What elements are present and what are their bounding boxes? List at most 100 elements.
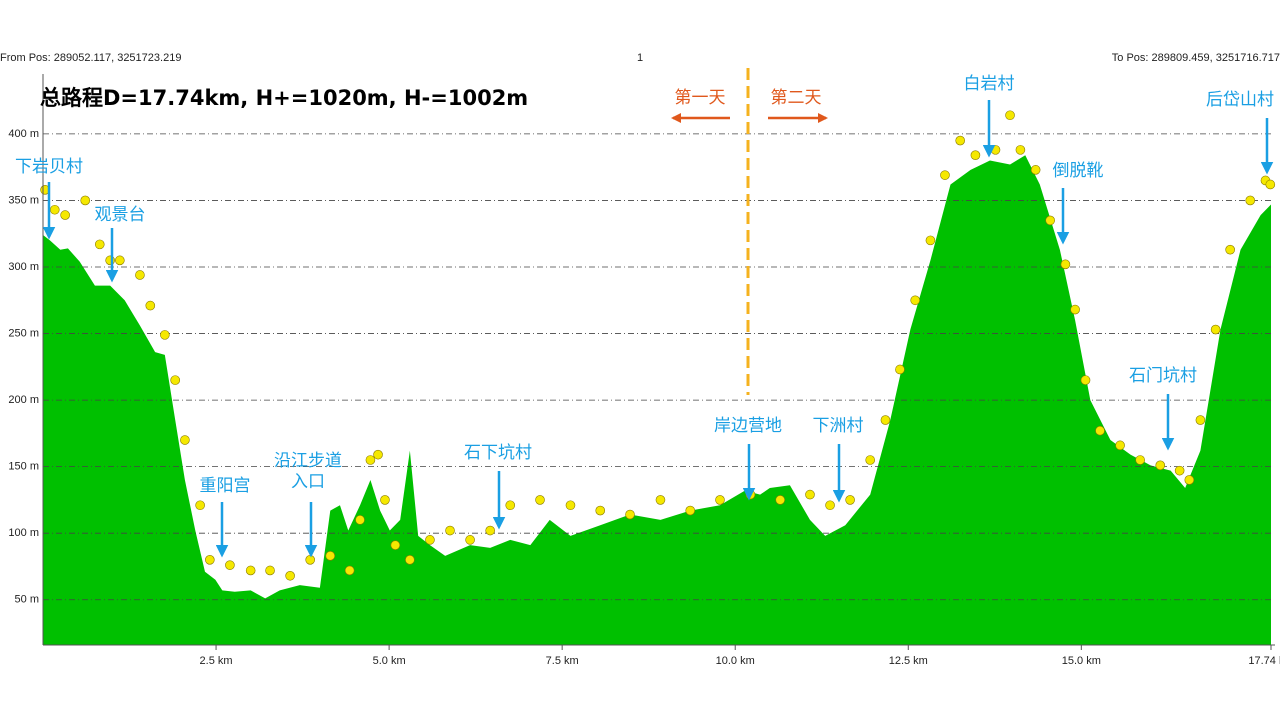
- track-point: [1015, 145, 1026, 155]
- track-point: [245, 565, 256, 576]
- x-tick-label: 2.5 km: [200, 655, 233, 667]
- track-point: [1245, 195, 1256, 206]
- track-point: [305, 555, 315, 565]
- track-point: [1080, 375, 1091, 385]
- track-point: [1030, 165, 1041, 175]
- y-tick-label: 400 m: [8, 128, 39, 140]
- track-point: [845, 495, 855, 505]
- annotation-label: 石门坑村: [1129, 366, 1197, 386]
- annotation-label: 沿江步道: [274, 451, 342, 471]
- y-tick-label: 350 m: [8, 194, 39, 206]
- x-tick-label: 17.74 km: [1248, 655, 1280, 667]
- x-tick-label: 10.0 km: [716, 655, 755, 667]
- track-point: [895, 364, 905, 375]
- elevation-area: [43, 155, 1271, 645]
- track-point: [925, 235, 936, 246]
- track-point: [170, 375, 181, 385]
- annotation-label: 重阳宫: [200, 476, 251, 496]
- track-point: [1070, 304, 1080, 315]
- annotation-label: 下洲村: [813, 416, 864, 436]
- track-point: [970, 150, 981, 160]
- track-point: [940, 170, 950, 180]
- track-point: [355, 515, 365, 525]
- annotation-label: 下岩贝村: [15, 157, 83, 177]
- annotation-label: 石下坑村: [464, 443, 532, 463]
- y-tick-label: 200 m: [8, 394, 39, 406]
- day-two-label: 第二天: [771, 88, 822, 108]
- x-tick-label: 5.0 km: [373, 655, 406, 667]
- track-point: [445, 525, 455, 536]
- track-point: [1225, 244, 1235, 255]
- track-point: [825, 500, 835, 511]
- track-point: [775, 495, 786, 505]
- annotation-label: 岸边营地: [714, 416, 782, 436]
- annotation-label: 入口: [291, 472, 325, 492]
- track-point: [80, 195, 91, 206]
- x-tick-label: 12.5 km: [889, 655, 928, 667]
- x-tick-label: 15.0 km: [1062, 655, 1101, 667]
- chart-title: 总路程D=17.74km, H+=1020m, H-=1002m: [40, 86, 528, 110]
- day-one-label: 第一天: [675, 88, 726, 108]
- track-point: [405, 555, 415, 565]
- track-point: [595, 505, 606, 516]
- y-tick-label: 150 m: [8, 461, 39, 473]
- track-point: [60, 210, 70, 220]
- track-point: [425, 535, 435, 545]
- track-point: [380, 495, 390, 505]
- track-point: [1135, 455, 1145, 465]
- track-point: [365, 455, 376, 465]
- track-point: [135, 270, 145, 280]
- track-point: [1195, 415, 1206, 425]
- track-point: [1184, 475, 1195, 485]
- track-point: [344, 565, 355, 576]
- track-point: [465, 535, 475, 545]
- track-point: [910, 295, 920, 306]
- track-point: [225, 560, 235, 570]
- track-point: [1005, 110, 1015, 121]
- track-point: [715, 495, 725, 505]
- track-point: [105, 255, 115, 266]
- track-point: [805, 489, 815, 500]
- track-point: [745, 489, 756, 500]
- track-point: [1174, 465, 1185, 476]
- track-point: [565, 500, 576, 511]
- track-point: [205, 555, 215, 565]
- track-point: [115, 255, 125, 266]
- track-point: [1060, 259, 1071, 270]
- track-point: [285, 570, 295, 581]
- track-point: [955, 135, 965, 146]
- y-tick-label: 250 m: [8, 327, 39, 339]
- track-point: [390, 540, 401, 550]
- track-point: [1265, 179, 1276, 190]
- plot: 50 m 100 m 150 m 200 m 250 m 300 m 350 m 400 m 2…: [8, 68, 1280, 667]
- track-point: [990, 145, 1001, 155]
- x-tick-label: 7.5 km: [546, 655, 579, 667]
- track-point: [265, 565, 275, 576]
- track-point: [325, 551, 336, 561]
- y-tick-label: 300 m: [8, 261, 39, 273]
- annotation-label: 白岩村: [964, 74, 1015, 94]
- track-point: [1045, 215, 1055, 226]
- annotation-label: 观景台: [95, 205, 146, 225]
- annotation-label: 后岱山村: [1206, 90, 1274, 110]
- annotation-label: 倒脱靴: [1053, 161, 1104, 181]
- track-point: [160, 330, 170, 340]
- track-point: [49, 204, 60, 215]
- track-point: [1095, 425, 1105, 436]
- track-point: [880, 415, 891, 425]
- track-point: [94, 239, 105, 250]
- track-point: [485, 525, 495, 536]
- track-point: [195, 500, 205, 511]
- y-tick-label: 100 m: [8, 527, 39, 539]
- track-point: [685, 505, 696, 516]
- track-point: [865, 455, 876, 465]
- track-point: [1115, 440, 1125, 451]
- to-pos: To Pos: 289809.459, 3251716.717: [1112, 52, 1280, 64]
- track-point: [1155, 460, 1166, 471]
- track-point: [535, 495, 545, 505]
- track-point: [373, 449, 383, 460]
- y-tick-label: 50 m: [15, 594, 39, 606]
- track-point: [625, 509, 635, 520]
- track-point: [505, 500, 516, 511]
